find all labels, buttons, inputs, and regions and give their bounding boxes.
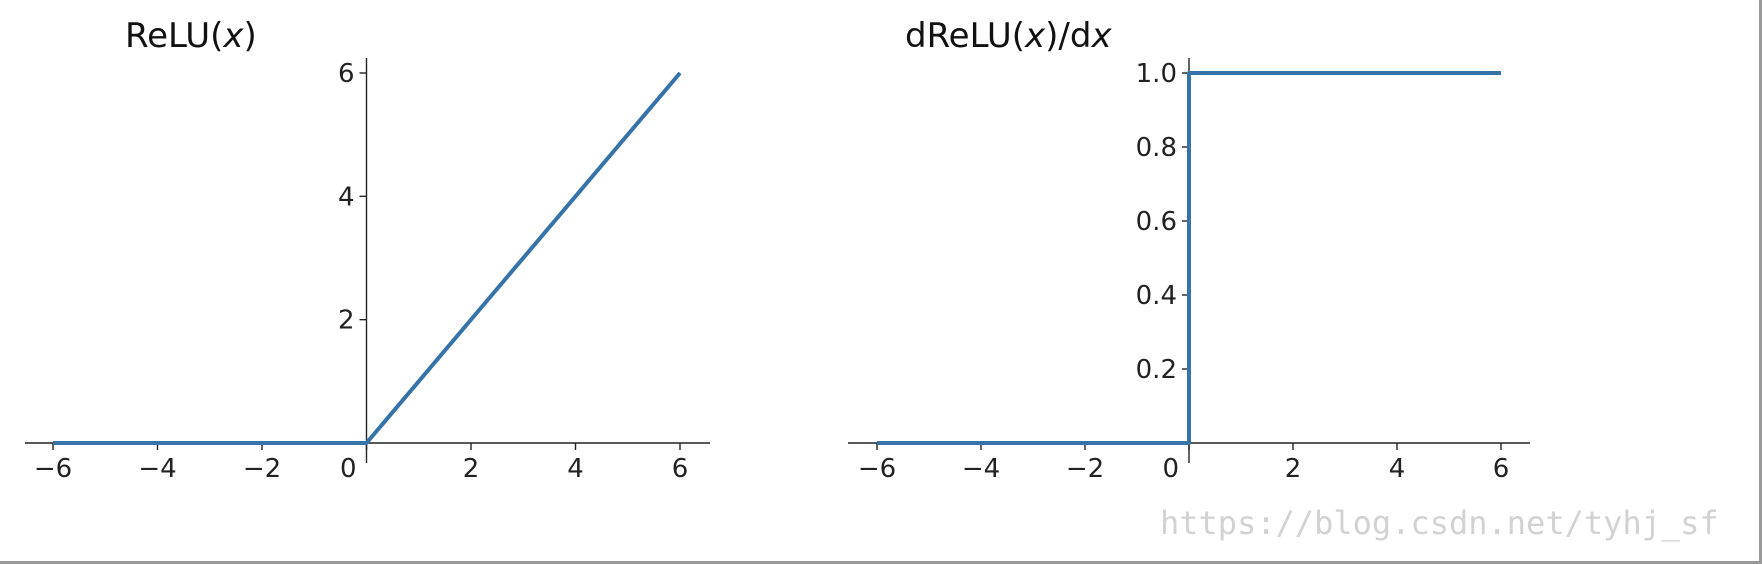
x-tick-label: −6 bbox=[34, 454, 72, 484]
y-tick-label: 1.0 bbox=[1136, 59, 1177, 89]
x-tick-label: 2 bbox=[463, 454, 480, 484]
x-tick-label: 4 bbox=[567, 454, 584, 484]
x-tick-label: −2 bbox=[243, 454, 281, 484]
y-tick-label: 6 bbox=[338, 59, 355, 89]
x-tick-label: −6 bbox=[858, 454, 896, 484]
chart-title: ReLU(x) bbox=[125, 16, 257, 56]
drelu-panel: dReLU(x)/dx −6 −4 −2 0 2 4 6 0.2 0.4 0.6 0.8 1.0 bbox=[848, 16, 1530, 484]
series-line bbox=[53, 71, 682, 445]
x-tick-label: −2 bbox=[1066, 454, 1104, 484]
y-tick-label: 0.2 bbox=[1136, 355, 1177, 385]
x-tick-label: 0 bbox=[1162, 454, 1179, 484]
x-tick-label: 0 bbox=[340, 454, 357, 484]
y-tick-label: 4 bbox=[338, 182, 355, 212]
y-tick-label: 2 bbox=[338, 306, 355, 336]
y-tick-label: 0.8 bbox=[1136, 133, 1177, 163]
y-tick-label: 0.6 bbox=[1136, 207, 1177, 237]
x-tick-label: 6 bbox=[672, 454, 689, 484]
x-tick-label: −4 bbox=[962, 454, 1000, 484]
x-tick-label: −4 bbox=[138, 454, 176, 484]
chart-title: dReLU(x)/dx bbox=[905, 16, 1112, 56]
x-tick-label: 2 bbox=[1285, 454, 1302, 484]
x-tick-label: 6 bbox=[1493, 454, 1510, 484]
x-tick-label: 4 bbox=[1389, 454, 1406, 484]
watermark-text: https://blog.csdn.net/tyhj_sf bbox=[1160, 504, 1719, 542]
relu-panel: ReLU(x) −6 −4 −2 0 2 4 6 2 4 6 bbox=[25, 16, 710, 484]
y-tick-label: 0.4 bbox=[1136, 281, 1177, 311]
series-line bbox=[877, 71, 1501, 445]
